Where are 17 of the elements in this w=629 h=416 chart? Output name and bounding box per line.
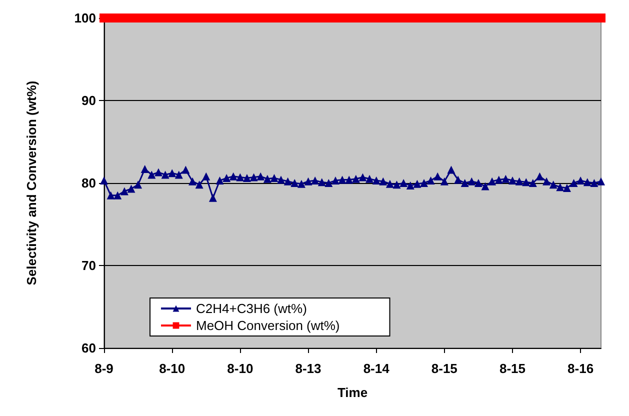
x-tick-label: 8-10: [227, 361, 254, 376]
y-tick-label: 90: [82, 93, 96, 108]
x-tick-label: 8-16: [568, 361, 594, 376]
y-tick-label: 70: [82, 258, 96, 273]
x-tick-label: 8-15: [499, 361, 526, 376]
y-tick-label: 60: [82, 340, 96, 356]
x-tick-label: 8-9: [94, 361, 114, 376]
legend-label: C2H4+C3H6 (wt%): [196, 301, 307, 316]
x-tick-label: 8-15: [431, 361, 458, 376]
y-tick-label: 100: [74, 10, 96, 26]
x-tick-label: 8-13: [295, 361, 322, 376]
x-tick-label: 8-10: [159, 361, 186, 376]
legend-label: MeOH Conversion (wt%): [196, 318, 340, 333]
x-tick-label: 8-14: [363, 361, 390, 376]
y-tick-label: 80: [82, 176, 96, 190]
x-axis-title: Time: [337, 385, 368, 400]
y-axis-title: Selectivity and Conversion (wt%): [24, 80, 39, 286]
